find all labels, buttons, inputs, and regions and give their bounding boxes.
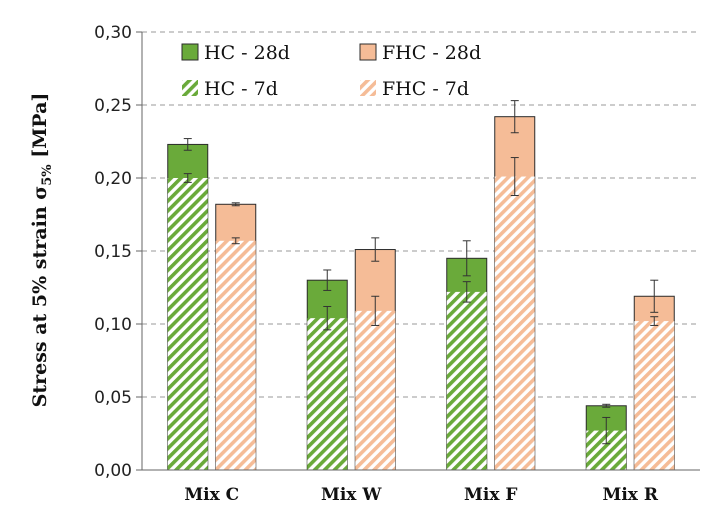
y-tick-label: 0,25 — [94, 96, 132, 116]
legend-label: FHC - 28d — [382, 42, 481, 64]
y-tick-labels: 0,00 0,05 0,10 0,15 0,20 0,25 0,30 — [94, 23, 132, 481]
legend-swatch — [360, 80, 376, 96]
y-tick-label: 0,05 — [94, 388, 132, 408]
bars — [167, 116, 675, 471]
legend-label: HC - 28d — [204, 42, 290, 64]
legend-swatch — [359, 43, 377, 61]
legend-swatch — [182, 80, 198, 96]
y-tick-label: 0,00 — [94, 461, 132, 481]
bar-hc-7d-mix-c — [167, 178, 208, 470]
x-category-label: Mix W — [321, 485, 382, 505]
bar-fhc-7d-mix-f — [494, 176, 535, 471]
bar-fhc-7d-mix-c — [215, 240, 256, 470]
bar-fhc-7d-mix-r — [634, 321, 675, 470]
legend: HC - 28d FHC - 28d HC - 7d FHC - 7d — [181, 42, 481, 100]
bar-hc-7d-mix-w — [307, 318, 348, 470]
legend-label: FHC - 7d — [382, 78, 469, 100]
legend-swatch — [181, 43, 199, 61]
y-axis-label-subscript: 5% — [40, 164, 55, 186]
x-category-label: Mix F — [464, 485, 517, 505]
y-tick-label: 0,20 — [94, 169, 132, 189]
x-category-labels: Mix C Mix W Mix F Mix R — [184, 485, 659, 505]
bar-fhc-7d-mix-w — [355, 310, 396, 470]
y-axis-label-main: Stress at 5% strain σ — [29, 186, 51, 408]
legend-label: HC - 7d — [204, 78, 278, 100]
error-bars — [183, 100, 659, 445]
y-tick-label: 0,10 — [94, 315, 132, 335]
y-axis-label-unit: [MPa] — [29, 93, 51, 165]
x-category-label: Mix C — [184, 485, 239, 505]
y-tick-label: 0,30 — [94, 23, 132, 43]
axes — [136, 31, 700, 471]
y-tick-label: 0,15 — [94, 242, 132, 262]
bar-hc-7d-mix-f — [446, 291, 487, 470]
x-category-label: Mix R — [603, 485, 659, 505]
y-axis-label: Stress at 5% strain σ5% [MPa] — [29, 93, 55, 408]
